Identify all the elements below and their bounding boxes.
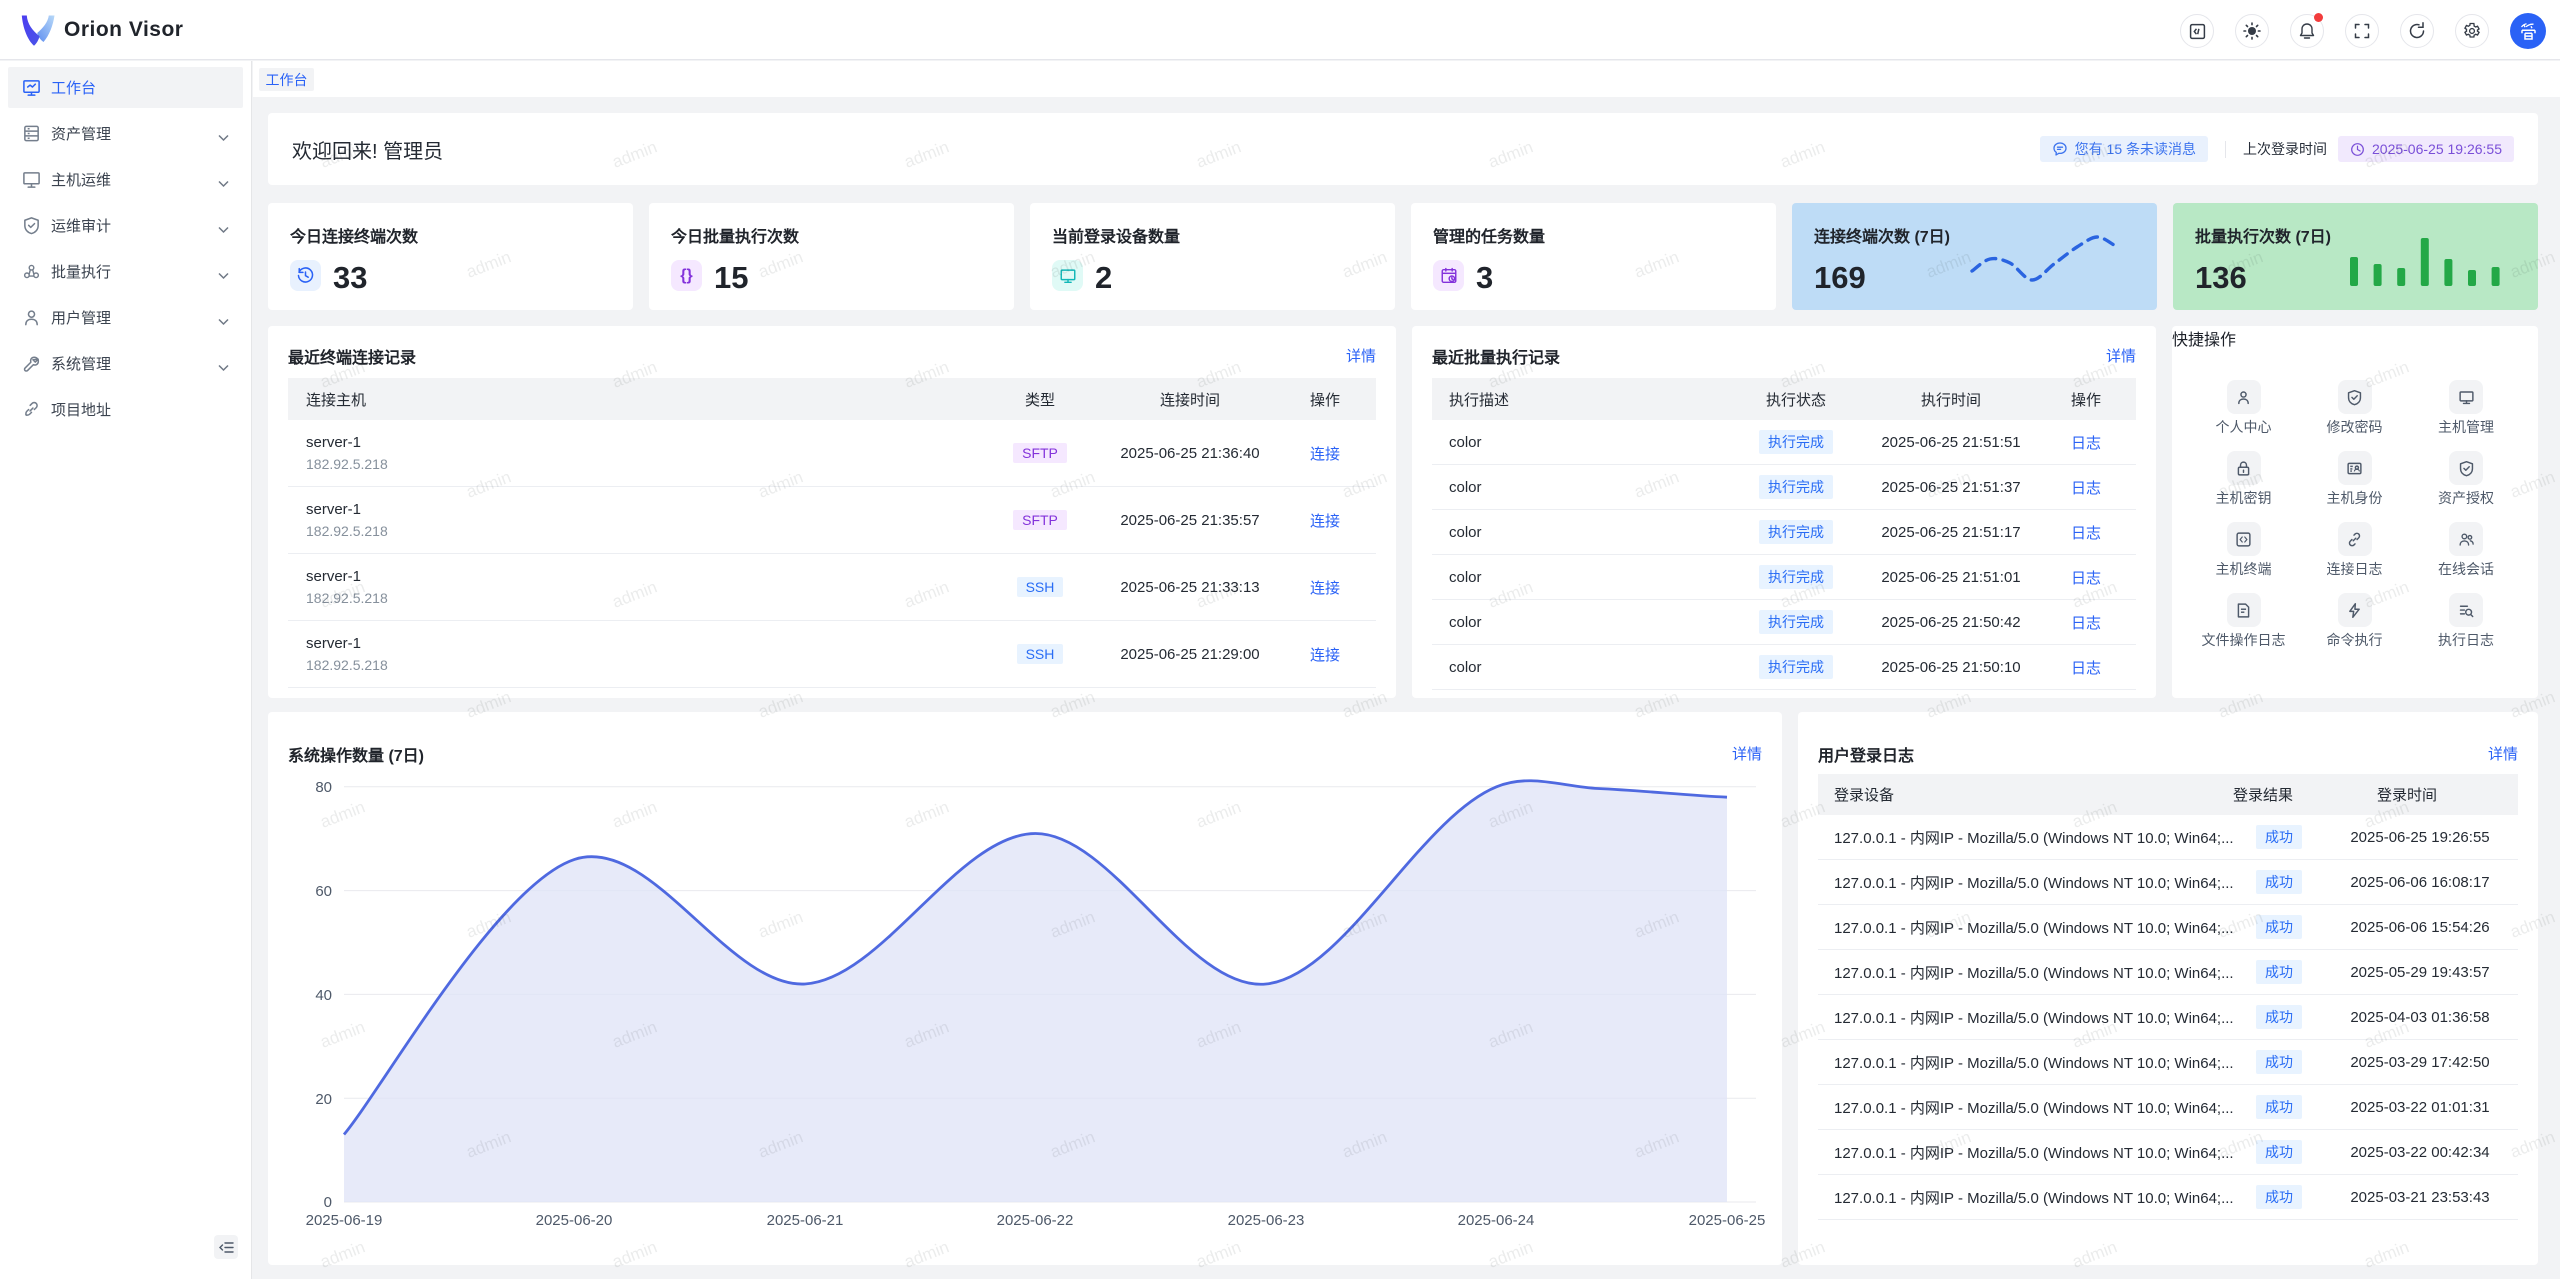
svg-text:2025-06-21: 2025-06-21: [767, 1212, 844, 1229]
svg-text:2025-06-24: 2025-06-24: [1458, 1212, 1535, 1229]
svg-text:2025-06-23: 2025-06-23: [1228, 1212, 1305, 1229]
svg-text:60: 60: [315, 883, 332, 900]
svg-text:40: 40: [315, 987, 332, 1004]
svg-text:2025-06-20: 2025-06-20: [536, 1212, 613, 1229]
svg-text:0: 0: [324, 1194, 332, 1211]
svg-text:80: 80: [315, 779, 332, 796]
svg-text:20: 20: [315, 1091, 332, 1108]
svg-text:2025-06-22: 2025-06-22: [997, 1212, 1074, 1229]
svg-text:2025-06-25: 2025-06-25: [1689, 1212, 1766, 1229]
svg-text:2025-06-19: 2025-06-19: [306, 1212, 383, 1229]
